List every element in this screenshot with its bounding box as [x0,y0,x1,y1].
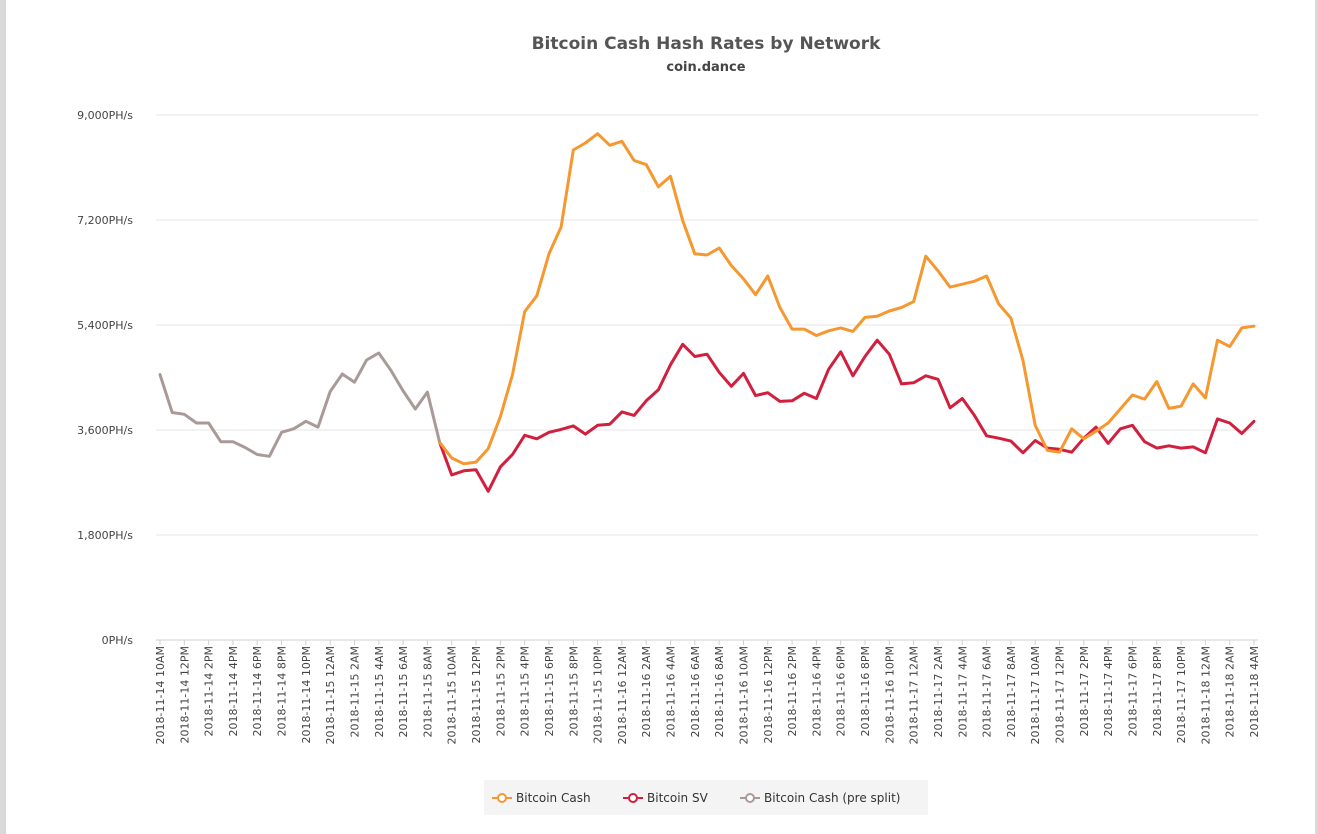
legend-background [484,780,928,815]
x-tick-label: 2018-11-17 2AM [932,646,945,737]
x-tick-label: 2018-11-15 6AM [397,646,410,737]
y-tick-label: 7,200PH/s [77,214,133,227]
x-tick-label: 2018-11-17 8AM [1005,646,1018,737]
y-tick-label: 9,000PH/s [77,109,133,122]
legend-item[interactable]: Bitcoin Cash [492,791,591,805]
x-tick-label: 2018-11-16 4PM [810,646,823,737]
x-tick-label: 2018-11-18 4AM [1248,646,1261,737]
chart-title: Bitcoin Cash Hash Rates by Network [532,34,882,54]
y-tick-label: 0PH/s [102,634,134,647]
x-axis-ticks: 2018-11-14 10AM 2018-11-14 12PM 2018-11-14… [154,640,1261,744]
legend-item[interactable]: Bitcoin SV [623,791,709,805]
x-tick-label: 2018-11-15 2AM [348,646,361,737]
x-tick-label: 2018-11-17 10PM [1175,646,1188,744]
legend-symbol-marker [497,793,507,803]
x-tick-label: 2018-11-17 4PM [1102,646,1115,737]
x-tick-label: 2018-11-15 8PM [567,646,580,737]
x-tick-label: 2018-11-16 2PM [786,646,799,737]
series-line [438,338,1256,493]
legend-label: Bitcoin SV [647,791,709,805]
x-tick-label: 2018-11-16 8AM [713,646,726,737]
series-line [158,351,442,458]
x-tick-label: 2018-11-14 8PM [276,646,289,737]
gridlines [156,114,1258,536]
y-tick-label: 5,400PH/s [77,319,133,332]
legend-label: Bitcoin Cash [516,791,591,805]
x-tick-label: 2018-11-18 12AM [1199,646,1212,744]
x-tick-label: 2018-11-16 12AM [616,646,629,744]
y-tick-label: 1,800PH/s [77,529,133,542]
x-tick-label: 2018-11-17 6AM [981,646,994,737]
x-tick-label: 2018-11-16 6PM [835,646,848,737]
x-tick-label: 2018-11-15 4PM [519,646,532,737]
x-tick-label: 2018-11-16 10AM [737,646,750,744]
series-lines [158,132,1256,493]
x-tick-label: 2018-11-17 12PM [1054,646,1067,744]
x-tick-label: 2018-11-15 4AM [373,646,386,737]
series-line [438,132,1256,466]
x-tick-label: 2018-11-15 6PM [543,646,556,737]
legend-symbol-marker [628,793,638,803]
legend-symbol-marker [745,793,755,803]
chart-subtitle: coin.dance [666,60,745,75]
legend: Bitcoin Cash Bitcoin SV Bitcoin Cash (pre … [484,780,928,815]
x-tick-label: 2018-11-15 2PM [494,646,507,737]
x-tick-label: 2018-11-16 8PM [859,646,872,737]
x-tick-label: 2018-11-14 2PM [203,646,216,737]
x-tick-label: 2018-11-14 4PM [227,646,240,737]
x-tick-label: 2018-11-17 8PM [1151,646,1164,737]
x-tick-label: 2018-11-17 10AM [1029,646,1042,744]
x-tick-label: 2018-11-14 6PM [251,646,264,737]
x-tick-label: 2018-11-17 4AM [956,646,969,737]
y-tick-label: 3,600PH/s [77,424,133,437]
x-tick-label: 2018-11-17 6PM [1126,646,1139,737]
x-tick-label: 2018-11-15 12AM [324,646,337,744]
legend-item[interactable]: Bitcoin Cash (pre split) [740,791,900,805]
x-tick-label: 2018-11-15 12PM [470,646,483,744]
x-tick-label: 2018-11-14 12PM [178,646,191,744]
x-tick-label: 2018-11-15 10AM [446,646,459,744]
x-tick-label: 2018-11-17 2PM [1078,646,1091,737]
x-tick-label: 2018-11-16 4AM [665,646,678,737]
x-tick-label: 2018-11-16 2AM [640,646,653,737]
x-tick-label: 2018-11-17 12AM [908,646,921,744]
legend-label: Bitcoin Cash (pre split) [764,791,900,805]
x-tick-label: 2018-11-14 10AM [154,646,167,744]
x-tick-label: 2018-11-15 10PM [592,646,605,744]
x-tick-label: 2018-11-18 2AM [1224,646,1237,737]
x-tick-label: 2018-11-16 12PM [762,646,775,744]
x-tick-label: 2018-11-16 10PM [883,646,896,744]
x-tick-label: 2018-11-16 6AM [689,646,702,737]
y-axis-ticks: 0PH/s 1,800PH/s 3,600PH/s 5,400PH/s 7,200PH/… [77,109,133,647]
x-tick-label: 2018-11-14 10PM [300,646,313,744]
x-tick-label: 2018-11-15 8AM [421,646,434,737]
